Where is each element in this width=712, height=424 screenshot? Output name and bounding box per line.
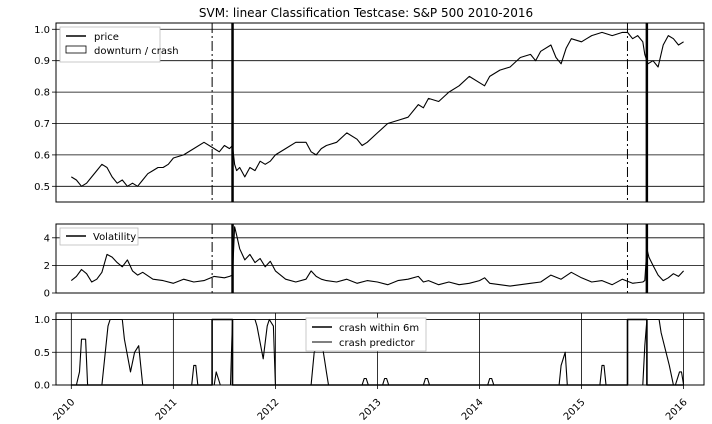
legend-box <box>59 227 139 246</box>
tick-label-y: 1.0 <box>34 25 50 36</box>
axes-frame <box>55 312 705 386</box>
legend-box <box>59 26 161 63</box>
legend-label: Volatility <box>93 232 136 243</box>
tick-label-y: 0 <box>44 289 50 300</box>
tick-label-x: 2011 <box>154 397 180 423</box>
tick-label-x: 2014 <box>460 397 486 423</box>
tick-label-y: 0.8 <box>34 88 50 99</box>
legend-label: downturn / crash <box>94 46 179 57</box>
chart-title: SVM: linear Classification Testcase: S&P… <box>199 6 533 20</box>
axes-frame <box>55 22 705 203</box>
price-panel: 0.5 0.6 0.7 0.8 0.9 1.0 price downturn / crash <box>34 22 705 203</box>
volatility-panel: 0 2 4 Volatility <box>44 223 705 300</box>
tick-label-y: 0.6 <box>34 150 50 161</box>
series-line <box>71 31 684 187</box>
legend-label: crash within 6m <box>339 323 419 334</box>
axes-frame <box>55 223 705 294</box>
legend-label: price <box>94 32 119 43</box>
tick-label-y: 0.0 <box>34 381 50 392</box>
tick-label-x: 2015 <box>562 397 588 423</box>
legend-label: crash predictor <box>339 338 416 349</box>
tick-label-y: 0.9 <box>34 56 50 67</box>
crash-prediction-panel: 0.0 0.5 1.0 2010 2011 2012 2013 2014 2015 2016 cra… <box>34 312 705 423</box>
tick-label-x: 2010 <box>52 397 78 423</box>
legend-swatch-patch <box>65 45 87 54</box>
tick-label-y: 0.5 <box>34 182 50 193</box>
tick-label-x: 2013 <box>358 397 384 423</box>
tick-label-y: 0.5 <box>34 348 50 359</box>
tick-label-x: 2016 <box>664 397 690 423</box>
tick-label-y: 1.0 <box>34 315 50 326</box>
tick-label-x: 2012 <box>256 397 282 423</box>
tick-label-y: 4 <box>44 233 50 244</box>
tick-label-y: 0.7 <box>34 119 50 130</box>
legend-box <box>305 317 427 352</box>
series-line <box>70 226 685 287</box>
tick-label-y: 2 <box>44 261 50 272</box>
